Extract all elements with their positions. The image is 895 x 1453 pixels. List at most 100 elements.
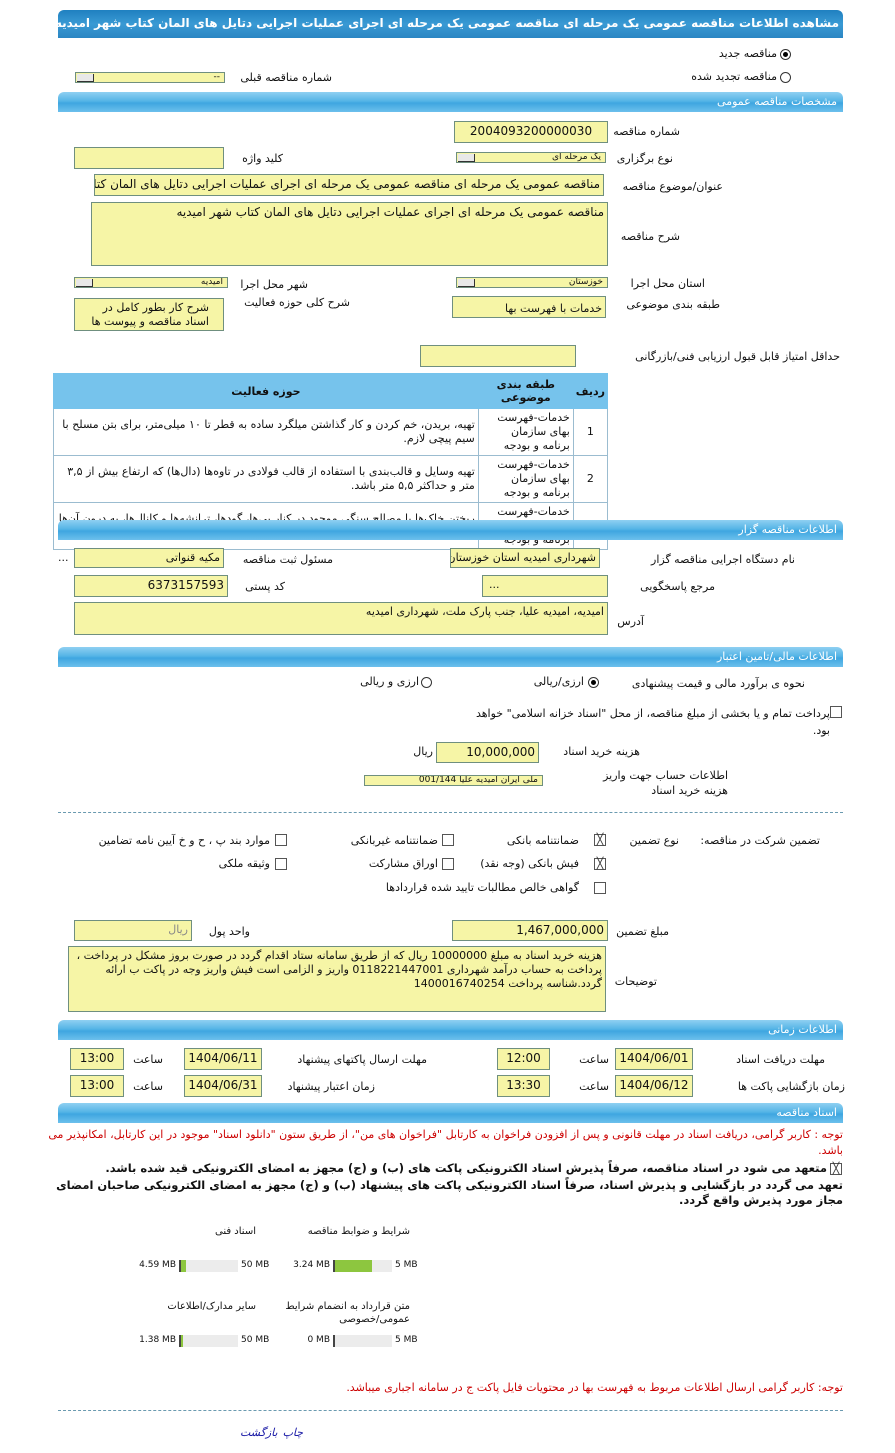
checkbox-claims-certificate[interactable] [594, 882, 606, 894]
dropdown-button-icon [76, 279, 93, 287]
back-link[interactable]: بازگشت [240, 1426, 278, 1439]
new-tender-label: مناقصه جدید [718, 47, 777, 60]
radio-currency-and-rial[interactable] [421, 677, 432, 688]
checkbox-property[interactable] [275, 858, 287, 870]
notes-field[interactable]: هزینه خرید اسناد به مبلغ 10000000 ریال ک… [68, 946, 606, 1012]
doc-receive-date[interactable]: 1404/06/01 [615, 1048, 693, 1070]
radio-rial[interactable] [588, 677, 599, 688]
currency-field[interactable]: ریال [74, 920, 192, 941]
province-value: خوزستان [568, 277, 603, 287]
radio-new-tender[interactable] [780, 49, 791, 60]
commit-checkbox[interactable]: ╳ [830, 1163, 842, 1175]
submit-deadline-date[interactable]: 1404/06/11 [184, 1048, 262, 1070]
org-field[interactable]: شهرداری امیدیه استان خوزستان [450, 548, 600, 568]
treasury-label: پرداخت تمام و یا بخشی از مبلغ مناقصه، از… [475, 707, 830, 737]
notes-label: توضیحات [614, 975, 657, 988]
section-general: مشخصات مناقصه عمومی [58, 92, 843, 112]
address-field[interactable]: امیدیه، امیدیه علیا، جنب پارک ملت، شهردا… [74, 602, 608, 635]
category-label: طبقه بندی موضوعی [626, 298, 720, 311]
file-category-label: متن قرارداد به انضمام شرایط عمومی/خصوصی [285, 1301, 410, 1325]
address-label: آدرس [617, 615, 644, 628]
treasury-checkbox[interactable] [830, 706, 842, 718]
guarantee-amount-label: مبلغ تضمین [616, 925, 669, 938]
province-select[interactable]: خوزستان [456, 277, 608, 288]
section-documents: اسناد مناقصه [58, 1103, 843, 1123]
header-category: طبقه بندی موضوعی [477, 373, 574, 409]
row-number: 1 [572, 408, 609, 456]
min-score-label: حداقل امتیاز قابل قبول ارزیابی فنی/بازرگ… [635, 350, 840, 363]
guarantee-amount-field[interactable]: 1,467,000,000 [452, 920, 608, 941]
row-activity: تهیه وسایل و قالب‌بندی با استفاده از قال… [53, 455, 479, 503]
file-category-label: سایر مدارک/اطلاعات [167, 1301, 256, 1312]
radio-renewed-tender[interactable] [780, 72, 791, 83]
row-activity: تهیه، بریدن، خم کردن و کار گذاشتن میلگرد… [53, 408, 479, 456]
dropdown-button-icon [458, 279, 475, 287]
validity-date[interactable]: 1404/06/31 [184, 1075, 262, 1097]
keyword-field[interactable] [74, 147, 224, 169]
file-size-progress-bar [179, 1260, 238, 1272]
opening-time[interactable]: 13:30 [497, 1075, 550, 1097]
account-value: ملی ایران امیدیه علیا 001/144 [418, 775, 538, 785]
guarantee-label: تضمین شرکت در مناقصه: [700, 834, 820, 847]
subject-label: عنوان/موضوع مناقصه [622, 180, 723, 193]
category-field[interactable]: خدمات با فهرست بها [452, 296, 606, 318]
file-max-size: 50 MB [241, 1335, 270, 1345]
hour-label: ساعت [579, 1080, 609, 1093]
scope-label: شرح کلی حوزه فعالیت [244, 296, 350, 309]
checkbox-bonds[interactable] [442, 858, 454, 870]
hour-label: ساعت [579, 1053, 609, 1066]
progress-fill [181, 1260, 187, 1272]
bank-guarantee-label: ضمانتنامه بانکی [506, 834, 579, 847]
min-score-field[interactable] [420, 345, 576, 367]
table-header-row: ردیف طبقه بندی موضوعی حوزه فعالیت [53, 373, 609, 409]
checkbox-bank-receipt[interactable]: ╳ [594, 858, 606, 870]
doc-cost-field[interactable]: 10,000,000 [436, 742, 539, 763]
reference-field[interactable]: ... [482, 575, 608, 597]
validity-label: زمان اعتبار پیشنهاد [287, 1080, 375, 1093]
province-label: استان محل اجرا [630, 277, 705, 290]
divider [58, 812, 843, 813]
checkbox-nonbank-guarantee[interactable] [442, 834, 454, 846]
submit-deadline-time[interactable]: 13:00 [70, 1048, 124, 1070]
doc-cost-unit: ریال [413, 745, 433, 758]
validity-time[interactable]: 13:00 [70, 1075, 124, 1097]
claims-certificate-label: گواهی خالص مطالبات تایید شده قراردادها [385, 881, 579, 894]
progress-fill [335, 1260, 372, 1272]
subject-field[interactable]: مناقصه عمومی یک مرحله ای مناقصه عمومی یک… [94, 174, 604, 196]
file-size-progress-bar [333, 1335, 392, 1347]
reference-label: مرجع پاسخگویی [640, 580, 715, 593]
scope-textarea[interactable]: شرح کار بطور کامل در اسناد مناقصه و پیوس… [74, 298, 224, 331]
file-category-label: شرایط و ضوابط مناقصه [307, 1226, 410, 1237]
estimate-method-label: نحوه ی برآورد مالی و قیمت پیشنهادی [631, 677, 805, 690]
more-link[interactable]: ... [58, 551, 69, 564]
prev-number-select[interactable]: -- [75, 72, 225, 83]
bank-receipt-label: فیش بانکی (وجه نقد) [480, 857, 579, 870]
section-finance: اطلاعات مالی/تامین اعتبار [58, 647, 843, 667]
holding-type-select[interactable]: یک مرحله ای [456, 152, 606, 163]
file-used-size: 0 MB [307, 1335, 330, 1345]
opening-date[interactable]: 1404/06/12 [615, 1075, 693, 1097]
account-label: اطلاعات حساب جهت واریز هزینه خرید اسناد [603, 769, 728, 797]
postal-field[interactable]: 6373157593 [74, 575, 228, 597]
divider [58, 1410, 843, 1411]
progress-fill [181, 1335, 183, 1347]
tender-number-field[interactable]: 2004093200000030 [454, 121, 608, 143]
guarantee-type-label: نوع تضمین [629, 834, 679, 847]
doc-receive-time[interactable]: 12:00 [497, 1048, 550, 1070]
holding-type-label: نوع برگزاری [616, 152, 673, 165]
section-organizer: اطلاعات مناقصه گزار [58, 520, 843, 540]
renewed-tender-label: مناقصه تجدید شده [691, 70, 777, 83]
checkbox-clause-items[interactable] [275, 834, 287, 846]
description-field[interactable]: مناقصه عمومی یک مرحله ای اجرای عملیات اج… [91, 202, 608, 266]
account-select[interactable]: ملی ایران امیدیه علیا 001/144 [364, 775, 543, 786]
city-select[interactable]: امیدیه [74, 277, 228, 288]
page-title: مشاهده اطلاعات مناقصه عمومی یک مرحله ای … [55, 10, 843, 38]
prev-number-label: شماره مناقصه قبلی [240, 71, 332, 84]
registrar-field[interactable]: مکیه قنواتی [74, 548, 224, 568]
header-activity: حوزه فعالیت [53, 373, 479, 409]
hour-label: ساعت [133, 1080, 163, 1093]
file-size-progress-bar [333, 1260, 392, 1272]
print-link[interactable]: چاپ [282, 1426, 304, 1439]
checkbox-bank-guarantee[interactable]: ╳ [594, 834, 606, 846]
